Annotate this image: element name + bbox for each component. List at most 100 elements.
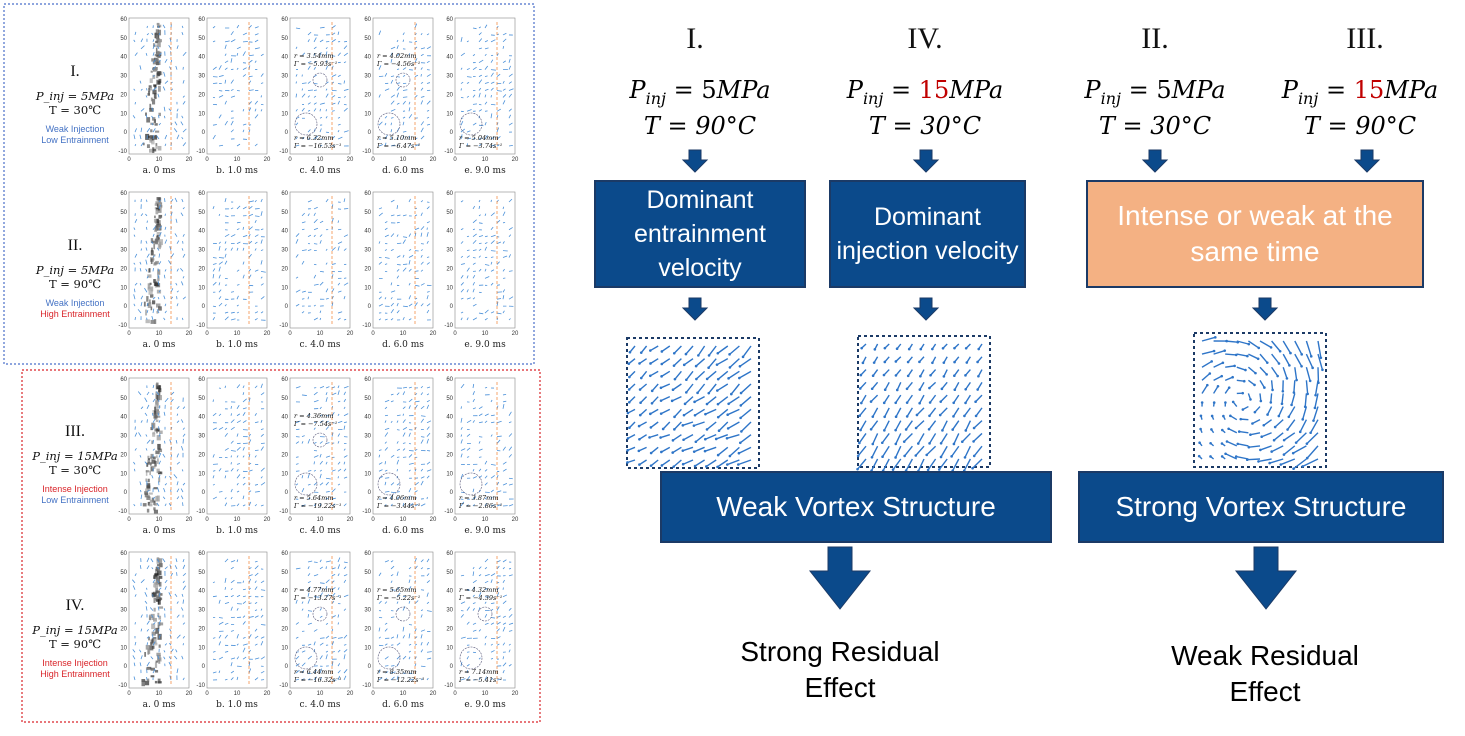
vector-head [1309, 431, 1312, 435]
velocity-vector [895, 420, 902, 431]
vortex-radius-label: r = 7.14mm [459, 668, 499, 676]
velocity-vector [478, 592, 482, 597]
velocity-vector [739, 358, 752, 367]
velocity-vector [490, 136, 495, 140]
vortex-circulation-label: Γ = −7.54s⁻¹ [293, 420, 337, 428]
velocity-vector [396, 275, 400, 279]
velocity-vector [384, 504, 387, 507]
velocity-vector [682, 446, 694, 452]
velocity-vector [242, 621, 246, 625]
velocity-vector [343, 234, 349, 238]
velocity-vector [343, 391, 346, 396]
x-tick-label: 20 [186, 157, 193, 163]
velocity-vector [952, 407, 960, 417]
velocity-vector [218, 114, 222, 119]
velocity-vector [319, 26, 325, 29]
row-label-pressure: P_inj = 5MPa [35, 89, 114, 103]
velocity-vector [230, 129, 234, 133]
vector-head [953, 360, 956, 364]
vector-head [685, 378, 688, 382]
spray-particle [158, 306, 162, 311]
velocity-vector [337, 413, 340, 416]
velocity-vector [384, 257, 390, 259]
velocity-vector [740, 408, 752, 419]
spray-particle [148, 85, 152, 88]
velocity-vector [164, 239, 168, 244]
row-label-injection-desc: Weak Injection [46, 124, 105, 134]
velocity-vector [466, 109, 472, 112]
y-tick-label: 20 [281, 92, 288, 98]
velocity-vector [182, 207, 185, 210]
velocity-vector [390, 52, 393, 56]
velocity-vector [331, 102, 336, 105]
velocity-vector [248, 274, 252, 279]
velocity-vector [169, 642, 172, 646]
velocity-vector [140, 295, 144, 300]
y-tick-label: 30 [281, 74, 288, 80]
velocity-vector [420, 121, 425, 126]
velocity-vector [478, 199, 481, 203]
velocity-vector [242, 495, 245, 500]
vector-head [894, 415, 898, 418]
spray-particle [150, 466, 154, 472]
vector-head [880, 441, 884, 445]
spray-particle [154, 123, 158, 126]
velocity-vector [319, 144, 323, 147]
velocity-vector [472, 398, 475, 403]
x-tick-label: 10 [234, 157, 241, 163]
velocity-vector [337, 433, 341, 437]
velocity-vector [236, 420, 241, 424]
velocity-vector [466, 76, 472, 78]
y-tick-label: 20 [198, 626, 205, 632]
y-tick-label: 30 [281, 248, 288, 254]
vector-head [740, 430, 743, 433]
spray-particle [155, 627, 159, 634]
vector-field-entrainment [626, 337, 760, 469]
velocity-vector [295, 456, 299, 458]
y-tick-label: 0 [202, 664, 206, 670]
velocity-vector [230, 120, 234, 126]
velocity-vector [502, 662, 507, 667]
velocity-vector [496, 490, 502, 493]
velocity-vector [378, 462, 383, 465]
vector-head [627, 388, 631, 391]
velocity-vector [408, 454, 413, 458]
vector-head [1197, 454, 1201, 458]
velocity-vector [313, 135, 319, 140]
spray-particle [141, 679, 146, 682]
velocity-vector [508, 454, 512, 458]
velocity-vector [224, 198, 227, 203]
vector-field [132, 23, 187, 147]
velocity-vector [729, 345, 740, 355]
velocity-vector [414, 503, 419, 507]
vector-head [1210, 414, 1214, 418]
spray-particle [156, 415, 161, 418]
velocity-vector [628, 370, 636, 378]
velocity-vector [730, 383, 740, 395]
velocity-vector [484, 613, 488, 618]
velocity-vector [484, 587, 488, 591]
vector-field [295, 25, 349, 147]
velocity-vector [313, 108, 317, 112]
velocity-vector [242, 274, 245, 279]
y-tick-label: 50 [198, 210, 205, 216]
vector-head [942, 375, 946, 378]
velocity-vector [1305, 353, 1314, 369]
velocity-vector [145, 213, 148, 217]
velocity-vector [152, 439, 154, 444]
vector-head [976, 388, 979, 391]
y-tick-label: 0 [368, 304, 372, 310]
vector-head [716, 453, 720, 457]
x-tick-label: 20 [264, 157, 271, 163]
velocity-vector [248, 59, 253, 64]
velocity-vector [325, 477, 331, 480]
velocity-vector [307, 497, 311, 500]
spray-particle [149, 645, 154, 651]
velocity-vector [146, 636, 150, 639]
velocity-vector [170, 648, 174, 653]
velocity-vector [629, 345, 636, 353]
velocity-vector [337, 400, 341, 403]
velocity-vector [301, 394, 307, 396]
spray-particle [150, 667, 155, 671]
